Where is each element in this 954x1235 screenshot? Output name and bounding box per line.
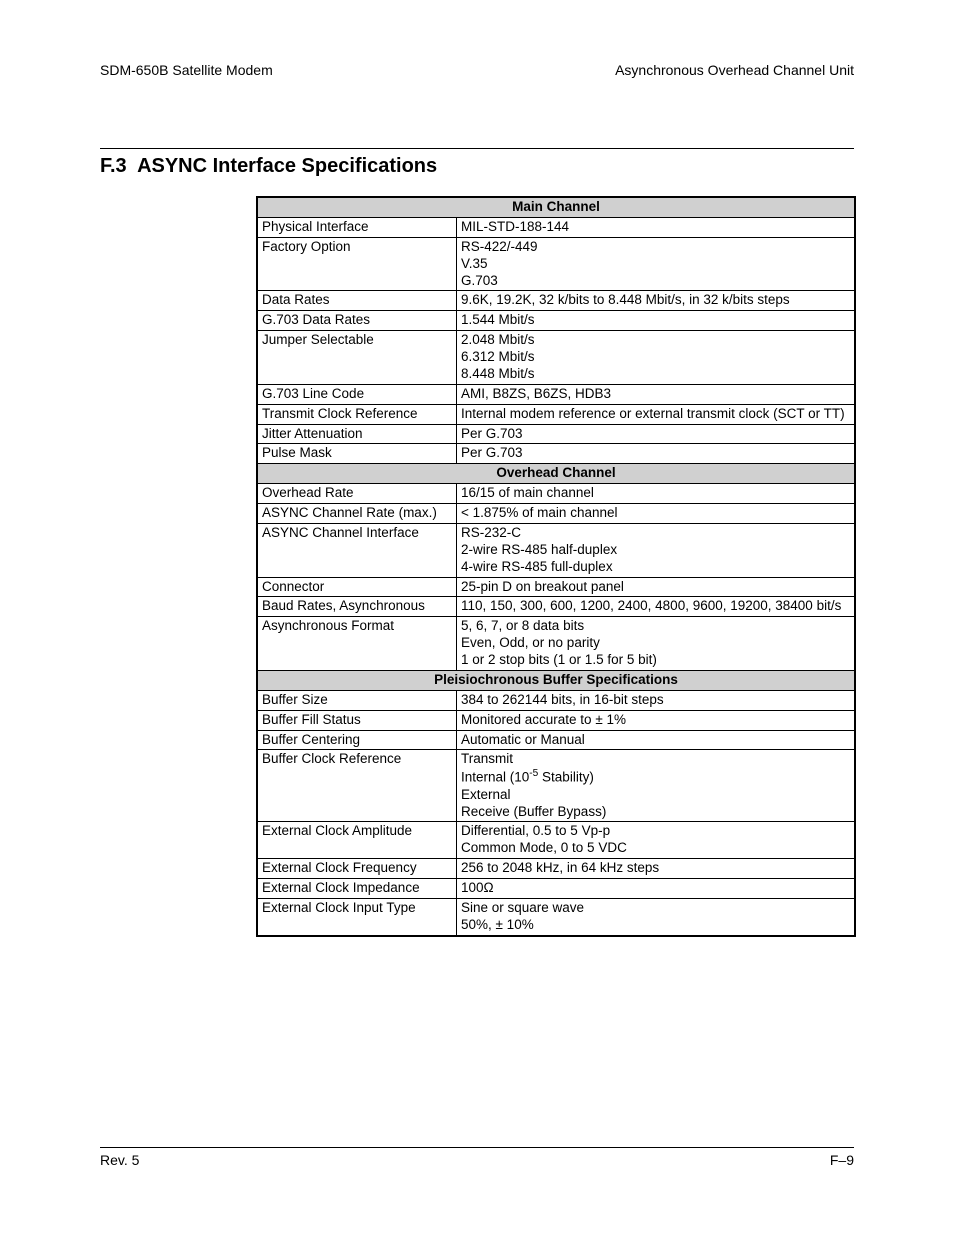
spec-value: Automatic or Manual [457, 730, 856, 750]
spec-value: 2.048 Mbit/s6.312 Mbit/s8.448 Mbit/s [457, 331, 856, 385]
spec-label: Transmit Clock Reference [257, 404, 457, 424]
spec-value: RS-232-C2-wire RS-485 half-duplex4-wire … [457, 523, 856, 577]
table-row: Asynchronous Format5, 6, 7, or 8 data bi… [257, 617, 855, 671]
table-row: ASYNC Channel Rate (max.)< 1.875% of mai… [257, 504, 855, 524]
spec-label: Jitter Attenuation [257, 424, 457, 444]
section-number: F.3 [100, 155, 127, 177]
footer-right: F–9 [830, 1152, 854, 1168]
table-row: Factory OptionRS-422/-449V.35G.703 [257, 237, 855, 291]
table-row: G.703 Line CodeAMI, B8ZS, B6ZS, HDB3 [257, 384, 855, 404]
spec-label: External Clock Impedance [257, 879, 457, 899]
spec-label: External Clock Amplitude [257, 822, 457, 859]
spec-label: Buffer Size [257, 690, 457, 710]
spec-value: 110, 150, 300, 600, 1200, 2400, 4800, 96… [457, 597, 856, 617]
spec-value: 256 to 2048 kHz, in 64 kHz steps [457, 859, 856, 879]
table-row: External Clock Impedance100Ω [257, 879, 855, 899]
spec-value: Per G.703 [457, 444, 856, 464]
table-row: Pulse MaskPer G.703 [257, 444, 855, 464]
spec-value: TransmitInternal (10-5 Stability)Externa… [457, 750, 856, 822]
spec-label: External Clock Frequency [257, 859, 457, 879]
table-row: G.703 Data Rates1.544 Mbit/s [257, 311, 855, 331]
spec-label: Jumper Selectable [257, 331, 457, 385]
section-rule [100, 148, 854, 149]
spec-label: Pulse Mask [257, 444, 457, 464]
spec-value: 5, 6, 7, or 8 data bitsEven, Odd, or no … [457, 617, 856, 671]
spec-label: Physical Interface [257, 217, 457, 237]
spec-label: Overhead Rate [257, 484, 457, 504]
table-row: Buffer CenteringAutomatic or Manual [257, 730, 855, 750]
spec-value: < 1.875% of main channel [457, 504, 856, 524]
footer-left: Rev. 5 [100, 1152, 139, 1168]
table-row: Transmit Clock ReferenceInternal modem r… [257, 404, 855, 424]
spec-value: Monitored accurate to ± 1% [457, 710, 856, 730]
spec-label: Buffer Clock Reference [257, 750, 457, 822]
table-row: Buffer Fill StatusMonitored accurate to … [257, 710, 855, 730]
spec-value: Sine or square wave50%, ± 10% [457, 898, 856, 935]
spec-value: 100Ω [457, 879, 856, 899]
section-title-text: ASYNC Interface Specifications [137, 155, 437, 177]
table-section-header: Overhead Channel [257, 464, 855, 484]
spec-label: Factory Option [257, 237, 457, 291]
spec-label: ASYNC Channel Interface [257, 523, 457, 577]
spec-label: Baud Rates, Asynchronous [257, 597, 457, 617]
spec-value: 9.6K, 19.2K, 32 k/bits to 8.448 Mbit/s, … [457, 291, 856, 311]
spec-label: ASYNC Channel Rate (max.) [257, 504, 457, 524]
page-footer-wrap: Rev. 5 F–9 [100, 1147, 854, 1168]
spec-value: 16/15 of main channel [457, 484, 856, 504]
spec-label: External Clock Input Type [257, 898, 457, 935]
table-row: ASYNC Channel InterfaceRS-232-C2-wire RS… [257, 523, 855, 577]
table-row: Jumper Selectable2.048 Mbit/s6.312 Mbit/… [257, 331, 855, 385]
spec-label: Buffer Fill Status [257, 710, 457, 730]
spec-value: AMI, B8ZS, B6ZS, HDB3 [457, 384, 856, 404]
spec-table: Main ChannelPhysical InterfaceMIL-STD-18… [256, 196, 856, 937]
spec-value: Internal modem reference or external tra… [457, 404, 856, 424]
footer-rule [100, 1147, 854, 1148]
table-row: Overhead Rate16/15 of main channel [257, 484, 855, 504]
table-row: Physical InterfaceMIL-STD-188-144 [257, 217, 855, 237]
table-row: External Clock Input TypeSine or square … [257, 898, 855, 935]
table-row: Jitter AttenuationPer G.703 [257, 424, 855, 444]
header-right: Asynchronous Overhead Channel Unit [615, 62, 854, 78]
spec-value: 384 to 262144 bits, in 16-bit steps [457, 690, 856, 710]
table-row: External Clock Frequency256 to 2048 kHz,… [257, 859, 855, 879]
table-row: Baud Rates, Asynchronous110, 150, 300, 6… [257, 597, 855, 617]
page-header: SDM-650B Satellite Modem Asynchronous Ov… [100, 62, 854, 78]
spec-label: G.703 Data Rates [257, 311, 457, 331]
spec-value: MIL-STD-188-144 [457, 217, 856, 237]
spec-value: RS-422/-449V.35G.703 [457, 237, 856, 291]
spec-value: 1.544 Mbit/s [457, 311, 856, 331]
header-left: SDM-650B Satellite Modem [100, 62, 273, 78]
spec-value: Per G.703 [457, 424, 856, 444]
spec-label: Data Rates [257, 291, 457, 311]
section-title: F.3 ASYNC Interface Specifications [100, 155, 854, 178]
table-row: External Clock AmplitudeDifferential, 0.… [257, 822, 855, 859]
table-section-header: Pleisiochronous Buffer Specifications [257, 670, 855, 690]
spec-label: Buffer Centering [257, 730, 457, 750]
table-row: Buffer Clock ReferenceTransmitInternal (… [257, 750, 855, 822]
spec-label: Connector [257, 577, 457, 597]
spec-label: G.703 Line Code [257, 384, 457, 404]
spec-label: Asynchronous Format [257, 617, 457, 671]
spec-value: 25-pin D on breakout panel [457, 577, 856, 597]
table-row: Buffer Size384 to 262144 bits, in 16-bit… [257, 690, 855, 710]
page-footer: Rev. 5 F–9 [100, 1152, 854, 1168]
spec-value: Differential, 0.5 to 5 Vp-pCommon Mode, … [457, 822, 856, 859]
table-section-header: Main Channel [257, 197, 855, 217]
table-row: Connector25-pin D on breakout panel [257, 577, 855, 597]
table-row: Data Rates9.6K, 19.2K, 32 k/bits to 8.44… [257, 291, 855, 311]
